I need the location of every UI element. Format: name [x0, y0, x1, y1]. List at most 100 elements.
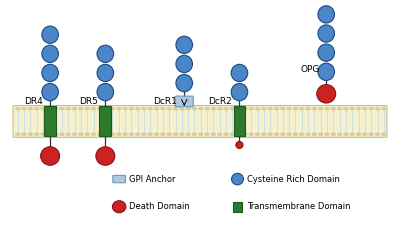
- Text: Cysteine Rich Domain: Cysteine Rich Domain: [247, 175, 340, 184]
- Circle shape: [331, 133, 336, 136]
- Circle shape: [53, 133, 58, 136]
- Circle shape: [369, 107, 374, 110]
- Circle shape: [293, 133, 298, 136]
- Bar: [233, 202, 242, 211]
- Text: GPI Anchor: GPI Anchor: [129, 175, 176, 184]
- Ellipse shape: [42, 84, 58, 101]
- Circle shape: [173, 133, 178, 136]
- Circle shape: [242, 133, 247, 136]
- Circle shape: [116, 133, 121, 136]
- Circle shape: [224, 133, 228, 136]
- Ellipse shape: [317, 84, 336, 103]
- Circle shape: [211, 133, 216, 136]
- Circle shape: [129, 107, 134, 110]
- Ellipse shape: [97, 84, 114, 101]
- Circle shape: [66, 133, 71, 136]
- Ellipse shape: [318, 44, 334, 61]
- Circle shape: [350, 133, 355, 136]
- Circle shape: [34, 133, 39, 136]
- FancyBboxPatch shape: [13, 105, 387, 137]
- Circle shape: [167, 107, 172, 110]
- Circle shape: [85, 133, 90, 136]
- Circle shape: [129, 133, 134, 136]
- Circle shape: [15, 107, 20, 110]
- Circle shape: [356, 107, 361, 110]
- Circle shape: [344, 133, 348, 136]
- Circle shape: [154, 107, 159, 110]
- Ellipse shape: [42, 64, 58, 82]
- Circle shape: [116, 107, 121, 110]
- Bar: [44, 106, 56, 136]
- Circle shape: [41, 133, 45, 136]
- Circle shape: [78, 107, 83, 110]
- Circle shape: [224, 107, 228, 110]
- Ellipse shape: [112, 201, 126, 213]
- Ellipse shape: [176, 55, 192, 73]
- Circle shape: [280, 133, 285, 136]
- Circle shape: [186, 133, 190, 136]
- Ellipse shape: [231, 84, 248, 101]
- Circle shape: [337, 133, 342, 136]
- Ellipse shape: [232, 173, 243, 185]
- Circle shape: [160, 133, 165, 136]
- Circle shape: [255, 107, 260, 110]
- Bar: [100, 106, 111, 136]
- Circle shape: [249, 133, 254, 136]
- Ellipse shape: [318, 25, 334, 42]
- Circle shape: [180, 107, 184, 110]
- Circle shape: [344, 107, 348, 110]
- Circle shape: [198, 107, 203, 110]
- Ellipse shape: [236, 142, 243, 148]
- FancyBboxPatch shape: [175, 96, 193, 107]
- Circle shape: [331, 107, 336, 110]
- Circle shape: [148, 133, 153, 136]
- Text: DcR1: DcR1: [153, 97, 177, 105]
- Ellipse shape: [97, 64, 114, 82]
- Circle shape: [280, 107, 285, 110]
- Circle shape: [274, 133, 279, 136]
- Circle shape: [382, 133, 386, 136]
- Circle shape: [362, 133, 367, 136]
- Circle shape: [85, 107, 90, 110]
- Text: DR5: DR5: [79, 97, 98, 105]
- Circle shape: [104, 133, 108, 136]
- Circle shape: [299, 107, 304, 110]
- Circle shape: [198, 133, 203, 136]
- Circle shape: [293, 107, 298, 110]
- Circle shape: [375, 133, 380, 136]
- Text: OPG: OPG: [300, 65, 320, 74]
- Circle shape: [135, 133, 140, 136]
- Circle shape: [306, 107, 310, 110]
- Circle shape: [205, 107, 210, 110]
- Ellipse shape: [97, 45, 114, 63]
- Circle shape: [350, 107, 355, 110]
- Circle shape: [180, 133, 184, 136]
- Circle shape: [167, 133, 172, 136]
- Bar: [234, 106, 245, 136]
- Circle shape: [356, 133, 361, 136]
- Circle shape: [186, 107, 190, 110]
- Circle shape: [255, 133, 260, 136]
- Circle shape: [217, 107, 222, 110]
- Circle shape: [148, 107, 153, 110]
- Circle shape: [192, 107, 197, 110]
- Circle shape: [312, 107, 317, 110]
- Circle shape: [34, 107, 39, 110]
- Text: DcR2: DcR2: [208, 97, 232, 105]
- Circle shape: [192, 133, 197, 136]
- Circle shape: [123, 133, 128, 136]
- Text: Death Domain: Death Domain: [129, 202, 190, 211]
- Circle shape: [318, 107, 323, 110]
- Circle shape: [53, 107, 58, 110]
- Circle shape: [236, 107, 241, 110]
- FancyBboxPatch shape: [113, 175, 126, 183]
- Circle shape: [104, 107, 108, 110]
- Circle shape: [230, 133, 235, 136]
- Circle shape: [262, 133, 266, 136]
- Circle shape: [299, 133, 304, 136]
- Ellipse shape: [176, 36, 192, 54]
- Circle shape: [60, 107, 64, 110]
- Circle shape: [135, 107, 140, 110]
- Circle shape: [375, 107, 380, 110]
- Circle shape: [230, 107, 235, 110]
